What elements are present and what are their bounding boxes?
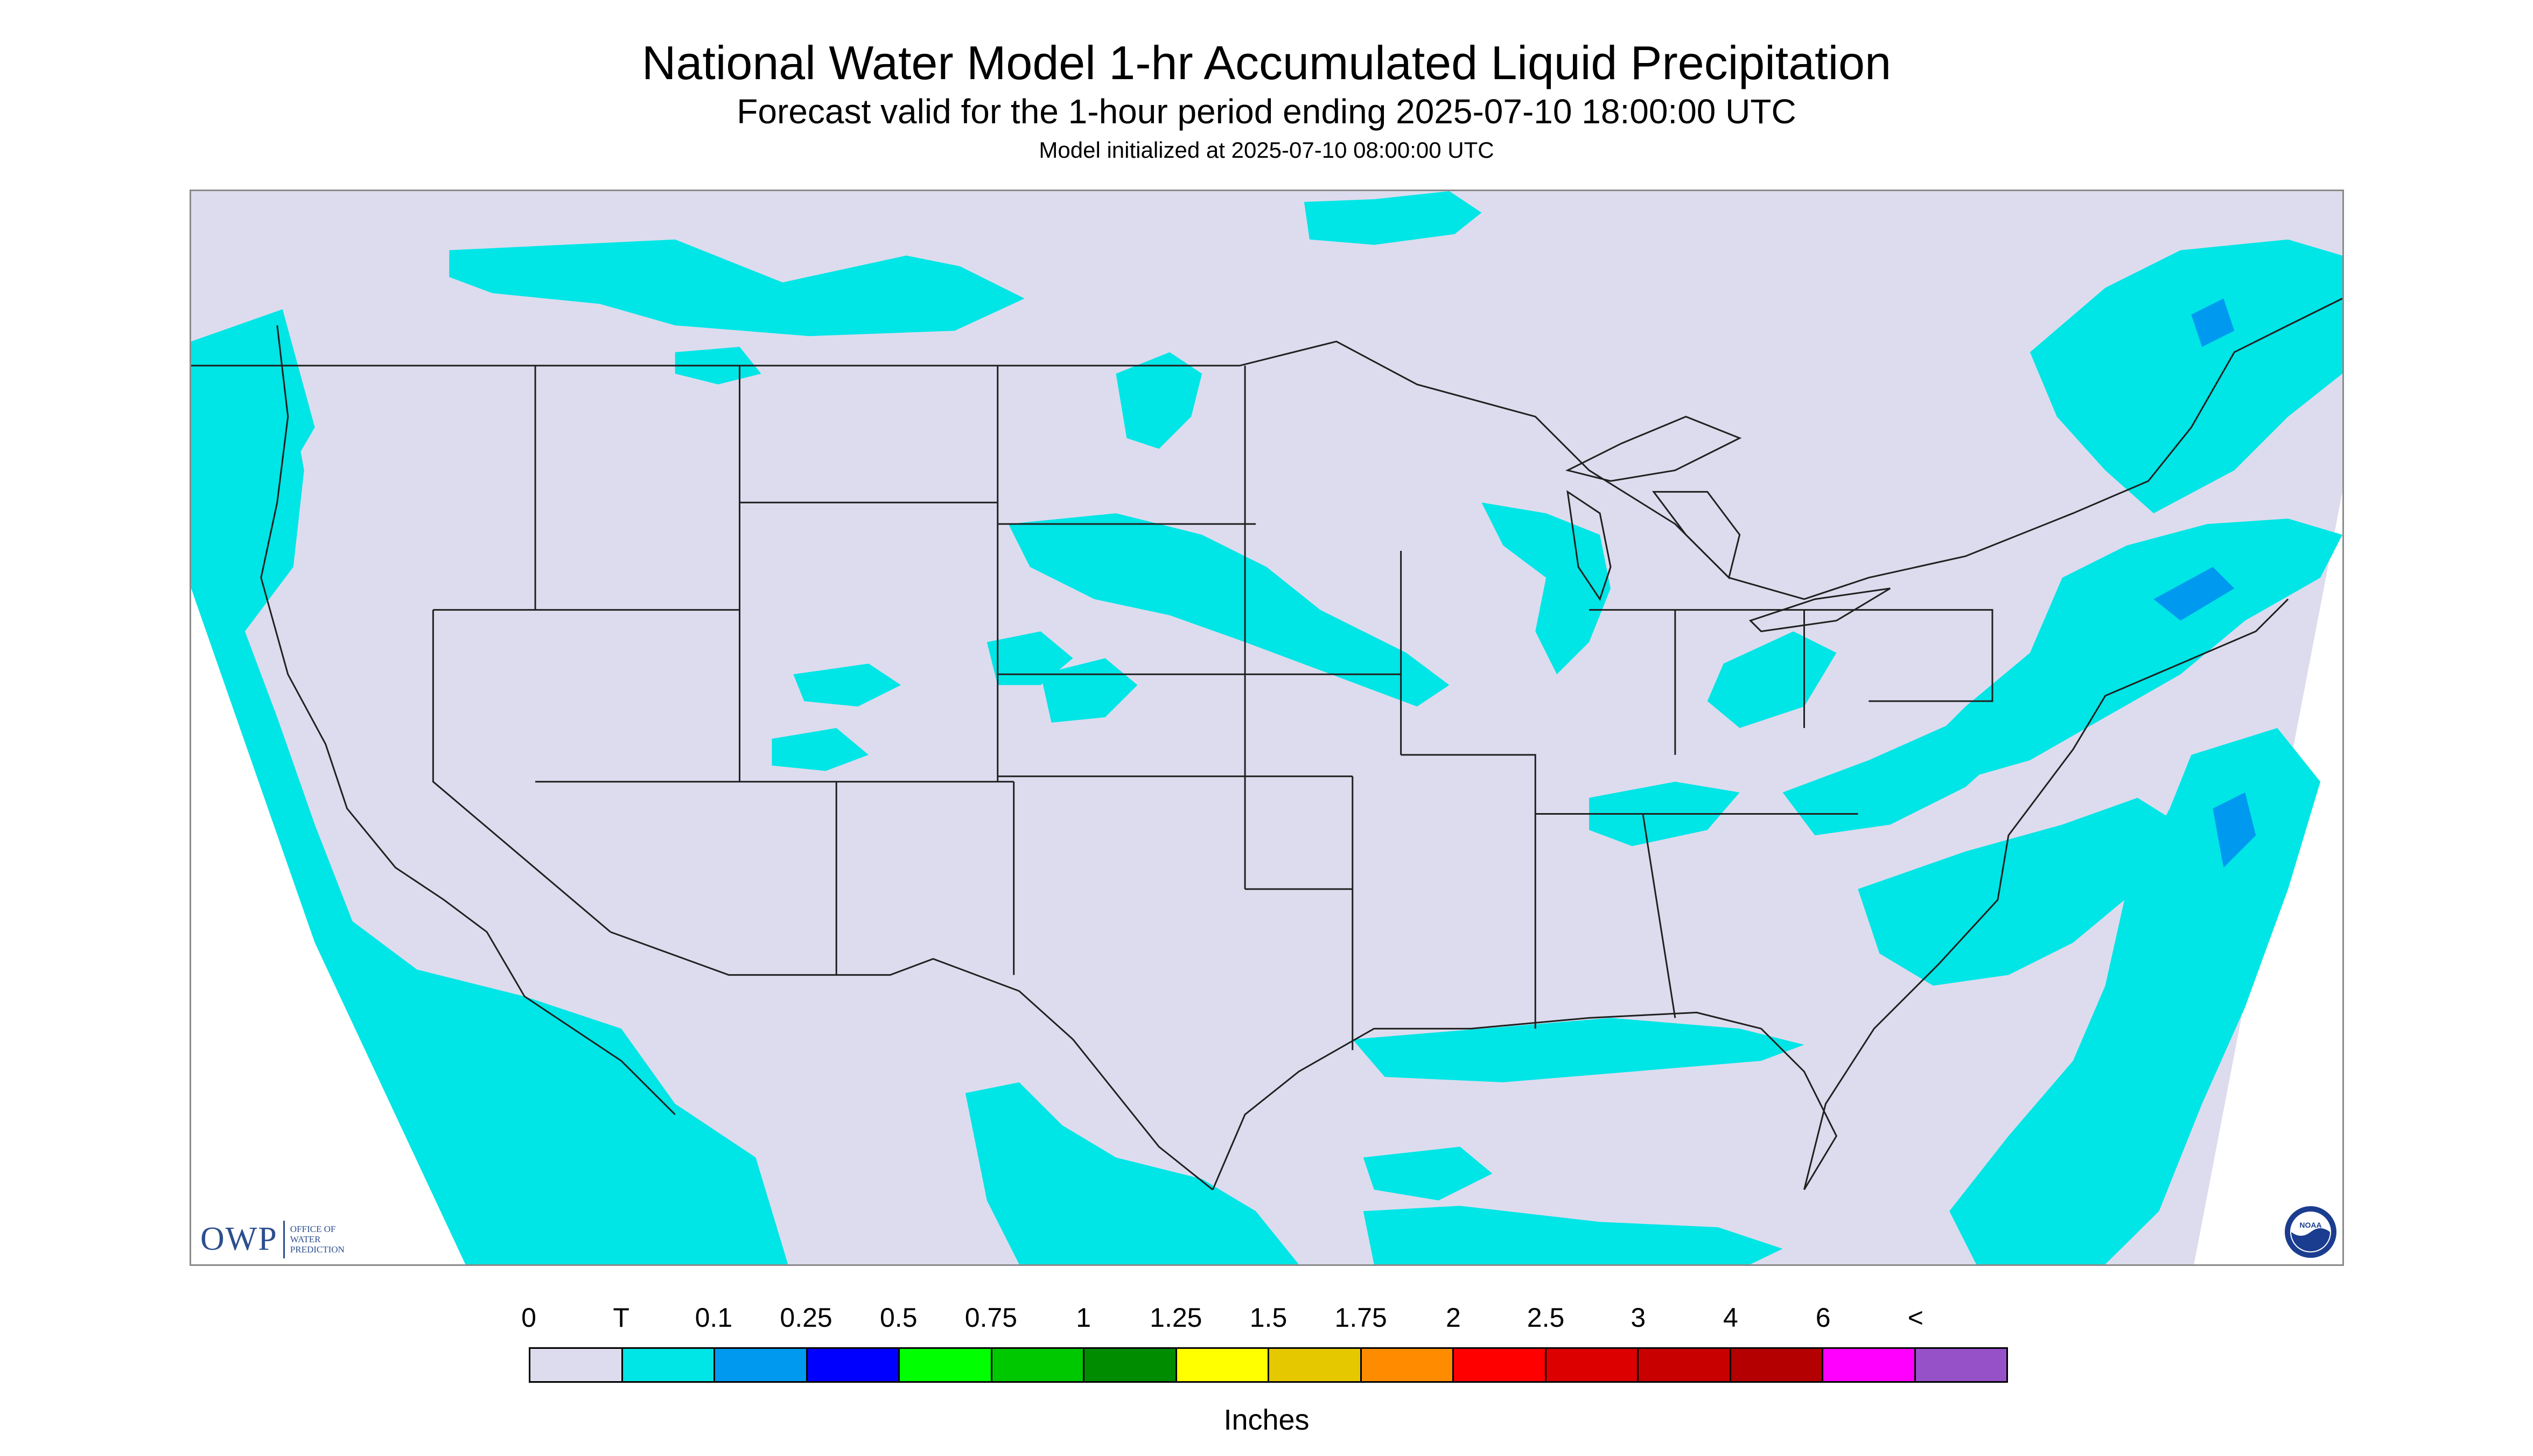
legend-swatch	[1731, 1349, 1823, 1381]
legend-swatch	[1084, 1349, 1177, 1381]
map-subtitle: Forecast valid for the 1-hour period end…	[737, 92, 1796, 131]
legend-swatch	[900, 1349, 992, 1381]
legend-swatch	[992, 1349, 1084, 1381]
precip-northeast	[1901, 519, 2342, 782]
model-init-text: Model initialized at 2025-07-10 08:00:00…	[1039, 137, 1494, 163]
legend-tick-label: 1.5	[1249, 1303, 1288, 1333]
atlantic-coast	[1803, 598, 2289, 1190]
legend-tick-label: 2.5	[1527, 1303, 1565, 1333]
mexico-border	[610, 931, 1214, 1191]
precip-north-dakota	[1116, 352, 1202, 449]
map-title: National Water Model 1-hr Accumulated Li…	[641, 36, 1892, 89]
state-lines-west	[432, 366, 1353, 975]
legend-labels: 0 T 0.1 0.25 0.5 0.75 1 1.25 1.5 1.75 2 2.5 3 4 6 <	[0, 1302, 2533, 1340]
legend-tick-label: 2	[1445, 1303, 1461, 1333]
legend-tick-label: 1.25	[1150, 1303, 1202, 1333]
legend-tick-label: 4	[1723, 1303, 1738, 1333]
precip-pacific-north	[191, 309, 315, 546]
legend-swatch	[807, 1349, 900, 1381]
legend-swatch	[622, 1349, 715, 1381]
legend-tick-label: 3	[1631, 1303, 1646, 1333]
legend-swatch	[1269, 1349, 1362, 1381]
heavy-precip-quebec	[2191, 298, 2235, 347]
legend-swatch	[1639, 1349, 1731, 1381]
owp-logo-subtext: OFFICE OF WATER PREDICTION	[290, 1224, 345, 1255]
legend-swatch	[1361, 1349, 1454, 1381]
legend-swatch	[715, 1349, 808, 1381]
legend-tick-label: 0.1	[695, 1303, 733, 1333]
precip-gulf-south	[1363, 1206, 1783, 1264]
legend-swatch	[530, 1349, 623, 1381]
precip-gulf-central	[1363, 1146, 1493, 1201]
legend-unit-label: Inches	[1223, 1404, 1310, 1436]
legend-tick-label: T	[613, 1303, 629, 1333]
heavy-precip-atlantic	[2213, 792, 2256, 868]
map-domain-area	[191, 191, 2342, 1264]
state-lines-central	[1244, 366, 1993, 1051]
legend-tick-label: 0	[521, 1303, 536, 1333]
heavy-precip-northeast	[2153, 566, 2235, 621]
legend-tick-label: 1	[1076, 1303, 1091, 1333]
precip-carolinas	[1858, 797, 2181, 986]
legend-tick-label: 0.75	[964, 1303, 1018, 1333]
precipitation-map	[190, 190, 2344, 1266]
svg-text:NOAA: NOAA	[2299, 1221, 2321, 1229]
legend-swatch	[1915, 1349, 2006, 1381]
legend-color-bar	[529, 1347, 2008, 1383]
legend-tick-label: 0.5	[879, 1303, 918, 1333]
precip-wyoming	[772, 727, 869, 771]
precip-canada-west	[449, 239, 1025, 337]
precip-midatlantic	[1782, 717, 2019, 836]
precip-gulf-coast	[1352, 1018, 1804, 1083]
great-lakes	[1565, 416, 1891, 633]
legend-tick-label: <	[1907, 1303, 1923, 1333]
legend-tick-label: 1.75	[1334, 1303, 1387, 1333]
map-canvas	[191, 191, 2342, 1264]
owp-logo-text: OWP	[200, 1221, 278, 1257]
precip-great-plains	[1008, 513, 1450, 707]
legend-swatch	[1823, 1349, 1916, 1381]
owp-logo: OWP OFFICE OF WATER PREDICTION	[200, 1220, 345, 1258]
legend-tick-label: 0.25	[780, 1303, 832, 1333]
legend-tick-label: 6	[1815, 1303, 1831, 1333]
precip-wisconsin	[1481, 502, 1611, 675]
legend-swatch	[1546, 1349, 1639, 1381]
heavy-precip-areas	[2153, 298, 2256, 868]
noaa-seal-icon: NOAA	[2285, 1206, 2336, 1258]
legend-swatch	[1454, 1349, 1547, 1381]
legend-swatch	[1177, 1349, 1269, 1381]
precip-mexico-south	[1384, 1227, 1471, 1264]
political-borders	[191, 298, 2342, 1191]
precip-mexico	[965, 1082, 1299, 1264]
precip-quebec	[2030, 239, 2342, 514]
precip-ontario	[1304, 191, 1482, 245]
gulf-coast	[1212, 1011, 1838, 1191]
pacific-coast	[260, 325, 676, 1115]
precip-nebraska-west	[793, 663, 901, 707]
